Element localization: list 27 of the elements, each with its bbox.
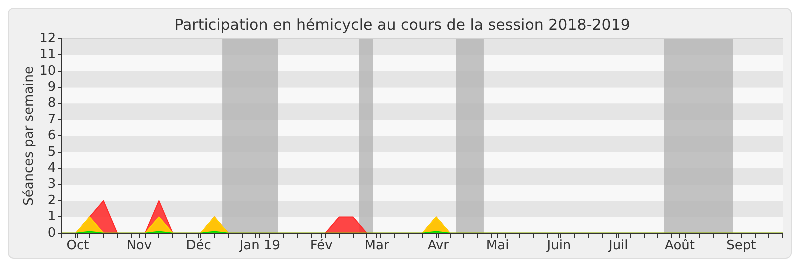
x-tick-label: Août <box>665 238 696 254</box>
x-tick-label: Mai <box>486 238 510 254</box>
y-tick-label: 8 <box>48 96 56 112</box>
y-tick-label: 11 <box>40 48 56 63</box>
x-tick-label: Juin <box>546 238 572 254</box>
y-tick-label: 9 <box>48 80 56 95</box>
y-tick-label: 6 <box>48 128 56 144</box>
x-tick-label: Déc <box>186 238 212 254</box>
x-tick-label: Mar <box>364 238 390 254</box>
chart-title: Participation en hémicycle au cours de la session 2018-2019 <box>174 16 630 34</box>
y-tick-label: 1 <box>48 210 56 225</box>
y-axis-title: Séances par semaine <box>22 66 38 206</box>
y-tick-label: 7 <box>48 112 56 128</box>
x-tick-label: Fév <box>310 238 334 254</box>
x-tick-label: Jan 19 <box>238 238 281 254</box>
x-tick-label: Oct <box>66 238 90 254</box>
x-tick-label: Avr <box>428 238 450 254</box>
y-tick-label: 12 <box>40 31 56 46</box>
x-tick-label: Nov <box>126 238 152 254</box>
y-tick-label: 10 <box>40 64 56 79</box>
y-tick-label: 0 <box>48 226 56 241</box>
y-tick-label: 3 <box>48 177 56 192</box>
x-tick-label: Juil <box>608 238 628 254</box>
y-tick-label: 4 <box>48 160 56 176</box>
y-tick-label: 5 <box>48 144 56 160</box>
x-tick-label: Sept <box>726 238 756 254</box>
y-tick-label: 2 <box>48 193 56 208</box>
